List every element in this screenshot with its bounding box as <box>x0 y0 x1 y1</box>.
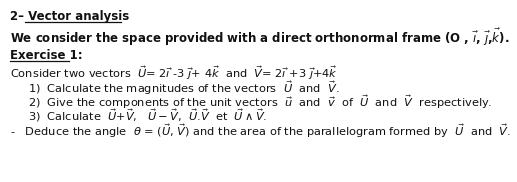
Text: 2)  Give the components of the unit vectors  $\vec{u}$  and  $\vec{v}$  of  $\ve: 2) Give the components of the unit vecto… <box>28 93 492 111</box>
Text: 2– Vector analysis: 2– Vector analysis <box>10 10 129 23</box>
Text: 3)  Calculate  $\vec{U}$+$\vec{V}$,   $\vec{U}-\vec{V}$,  $\vec{U}$.$\vec{V}$  e: 3) Calculate $\vec{U}$+$\vec{V}$, $\vec{… <box>28 107 267 124</box>
Text: Exercise 1:: Exercise 1: <box>10 49 83 62</box>
Text: 1)  Calculate the magnitudes of the vectors  $\vec{U}$  and  $\vec{V}$.: 1) Calculate the magnitudes of the vecto… <box>28 79 340 97</box>
Text: We consider the space provided with a direct orthonormal frame (O , $\vec{\imath: We consider the space provided with a di… <box>10 27 510 48</box>
Text: -   Deduce the angle  $\theta$ = ($\vec{U}$, $\vec{V}$) and the area of the para: - Deduce the angle $\theta$ = ($\vec{U}$… <box>10 122 511 140</box>
Text: Consider two vectors  $\vec{U}$= 2$\vec{\imath}$ -3 $\vec{\jmath}$+ 4$\vec{k}$  : Consider two vectors $\vec{U}$= 2$\vec{\… <box>10 64 338 82</box>
